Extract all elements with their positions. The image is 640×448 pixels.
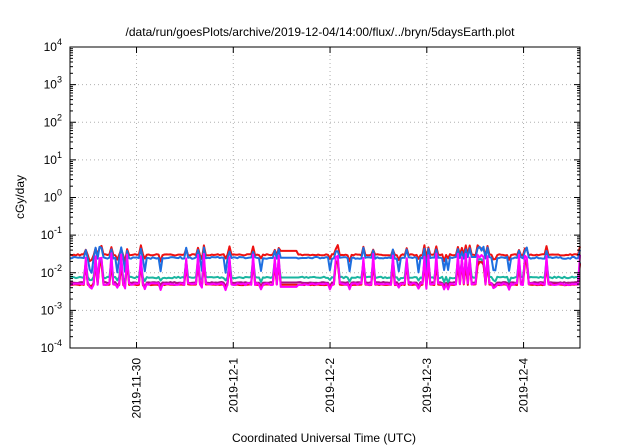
y-tick-label: 10-1: [41, 225, 62, 242]
y-tick-label: 102: [44, 112, 62, 129]
y-tick-label: 10-3: [41, 300, 62, 317]
x-tick-label: 2019-11-30: [130, 358, 144, 419]
y-tick-label: 104: [44, 37, 62, 54]
series-layer: [69, 244, 581, 292]
series-line-1: [69, 244, 581, 263]
series-line-2: [69, 245, 581, 274]
x-tick-label: 2019-12-4: [517, 358, 531, 413]
y-tick-label: 103: [44, 75, 62, 92]
x-tick-label: 2019-12-3: [420, 358, 434, 413]
x-tick-label: 2019-12-2: [323, 358, 337, 413]
y-axis-label: cGy/day: [13, 175, 27, 219]
y-tick-label: 10-2: [41, 263, 62, 280]
series-line-3: [69, 257, 581, 284]
x-tick-label: 2019-12-1: [226, 358, 240, 413]
grid: [70, 47, 580, 348]
y-axis: 10-4 10-3 10-2 10-1 100 101 102 103 104: [41, 37, 580, 355]
x-axis-label: Coordinated Universal Time (UTC): [232, 431, 416, 445]
chart-title: /data/run/goesPlots/archive/2019-12-04/1…: [126, 25, 516, 39]
y-tick-label: 10-4: [41, 338, 62, 355]
y-tick-label: 101: [44, 150, 62, 167]
x-axis: 2019-11-30 2019-12-1 2019-12-2 2019-12-3 201…: [130, 47, 531, 419]
series-line-4: [69, 258, 581, 289]
series-line-6: [69, 252, 581, 292]
y-tick-label: 100: [44, 188, 62, 205]
